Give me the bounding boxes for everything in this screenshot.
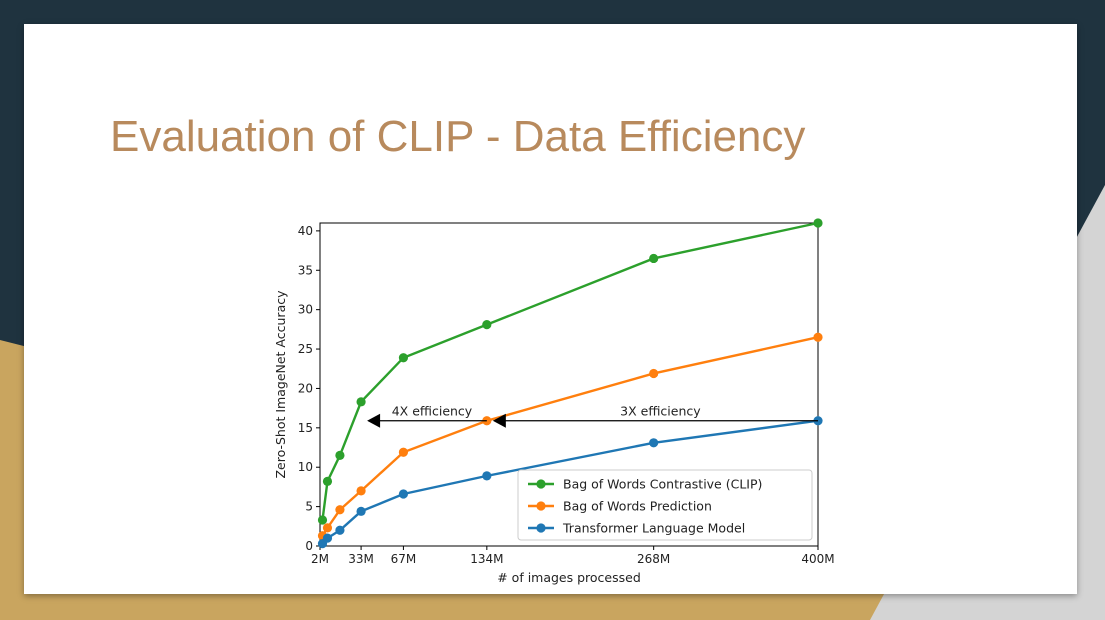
x-tick-label: 2M: [311, 552, 329, 566]
data-point: [335, 450, 345, 461]
y-tick-label: 5: [305, 500, 313, 514]
legend-box: [517, 469, 813, 541]
x-tick-label: 67M: [391, 552, 417, 566]
data-point: [482, 471, 492, 481]
annotation-label: 4X efficiency: [392, 404, 473, 419]
data-point: [649, 438, 659, 448]
legend-marker: [536, 501, 546, 511]
data-point: [398, 489, 409, 499]
annotation-label: 3X efficiency: [620, 404, 701, 419]
legend-marker: [536, 479, 546, 489]
data-point: [335, 525, 345, 535]
data-point: [317, 515, 328, 525]
slide: Evaluation of CLIP - Data Efficiency 0 5 1…: [24, 24, 1077, 594]
data-point: [398, 447, 409, 457]
data-point: [398, 353, 409, 363]
data-point: [322, 523, 333, 533]
y-tick-label: 20: [298, 381, 313, 395]
legend-label: Bag of Words Contrastive (CLIP): [563, 477, 762, 492]
x-tick-label: 134M: [470, 552, 503, 566]
data-point: [649, 253, 659, 264]
y-tick-label: 35: [298, 263, 313, 277]
x-tick-label: 268M: [637, 552, 670, 566]
chart: 0 5 10 15 20 25 30 35 40 2M 33M 67M 134M 268M 400M # of…: [273, 218, 835, 585]
data-point: [813, 332, 823, 342]
annotation-arrow-head: [367, 413, 381, 428]
annotation-arrow-head: [492, 413, 506, 428]
y-tick-label: 40: [298, 224, 313, 238]
y-tick-label: 10: [298, 460, 313, 474]
y-tick-label: 0: [305, 539, 313, 553]
data-point: [356, 397, 366, 407]
plot-frame: [319, 222, 819, 547]
data-point: [356, 486, 366, 496]
slide-title: Evaluation of CLIP - Data Efficiency: [110, 112, 806, 161]
y-axis-label: Zero-Shot ImageNet Accuracy: [273, 290, 288, 479]
y-tick-label: 30: [298, 303, 313, 317]
data-point: [322, 476, 333, 486]
data-point: [482, 320, 492, 330]
data-point: [322, 533, 333, 543]
x-axis-label: # of images processed: [497, 570, 641, 585]
x-tick-label: 400M: [801, 552, 834, 566]
legend-label: Transformer Language Model: [562, 521, 745, 536]
data-point: [356, 506, 366, 516]
legend-label: Bag of Words Prediction: [563, 499, 712, 514]
legend-marker: [536, 523, 546, 533]
data-point: [649, 368, 659, 379]
series-line-0: [321, 221, 819, 521]
y-tick-label: 25: [298, 342, 313, 356]
data-point: [335, 505, 345, 515]
y-tick-label: 15: [298, 421, 313, 435]
data-point: [813, 218, 823, 228]
x-tick-label: 33M: [348, 552, 374, 566]
